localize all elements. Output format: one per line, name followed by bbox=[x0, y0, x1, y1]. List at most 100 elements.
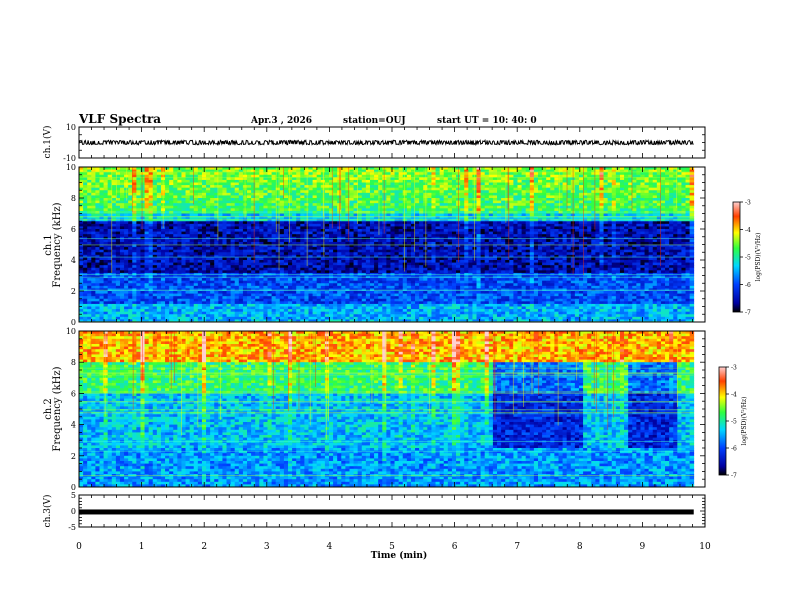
spectrogram-cell bbox=[283, 216, 289, 220]
spectrogram-cell bbox=[234, 265, 240, 269]
spectrogram-cell bbox=[128, 270, 133, 274]
spectrogram-cell bbox=[124, 270, 129, 274]
spectrogram-cell bbox=[152, 234, 158, 238]
spectrogram-cell bbox=[177, 210, 182, 214]
spectrogram-cell bbox=[79, 301, 84, 305]
spectrogram-cell bbox=[349, 195, 354, 199]
spectrogram-cell bbox=[242, 257, 248, 261]
spectrogram-cell bbox=[136, 229, 141, 232]
spectrogram-cell bbox=[271, 270, 277, 274]
spectrogram-cell bbox=[144, 267, 150, 271]
spectrogram-cell bbox=[206, 229, 211, 232]
spectrogram-cell bbox=[201, 187, 207, 191]
spectrogram-cell bbox=[341, 218, 346, 222]
spectrogram-cell bbox=[353, 190, 359, 194]
spectrogram-cell bbox=[210, 265, 215, 269]
spectrogram-cell bbox=[394, 179, 400, 183]
spectrogram-cell bbox=[279, 291, 285, 294]
spectrogram-cell bbox=[95, 200, 100, 204]
spectrogram-cell bbox=[238, 223, 244, 227]
spectrogram-cell bbox=[144, 169, 150, 173]
spectrogram-cell bbox=[160, 293, 166, 297]
spectrogram-cell bbox=[398, 218, 404, 222]
spectrogram-cell bbox=[189, 260, 195, 263]
spectrogram-cell bbox=[103, 262, 109, 266]
spectrogram-cell bbox=[83, 167, 88, 170]
spectrogram-cell bbox=[87, 200, 92, 204]
spectrogram-cell bbox=[365, 177, 371, 181]
spectrogram-cell bbox=[288, 298, 293, 302]
spectrogram-cell bbox=[341, 247, 346, 251]
spectrogram-cell bbox=[234, 283, 240, 287]
spectrogram-cell bbox=[83, 298, 88, 302]
spectrogram-cell bbox=[165, 247, 170, 251]
spectrogram-cell bbox=[406, 218, 412, 222]
spectrogram-cell bbox=[390, 198, 395, 201]
spectrogram-cell bbox=[83, 265, 88, 269]
spectrogram-cell bbox=[255, 210, 260, 214]
spectrogram-cell bbox=[242, 270, 248, 274]
spectrogram-cell bbox=[304, 260, 309, 263]
spectrogram-cell bbox=[378, 285, 383, 289]
spectrogram-cell bbox=[263, 198, 268, 201]
spectrogram-cell bbox=[275, 265, 281, 269]
spectrogram-cell bbox=[103, 285, 109, 289]
spectrogram-cell bbox=[271, 309, 277, 313]
spectrogram-cell bbox=[275, 192, 281, 196]
spectrogram-cell bbox=[169, 198, 174, 201]
spectrogram-cell bbox=[173, 185, 178, 189]
spectrogram-cell bbox=[251, 244, 256, 248]
spectrogram-cell bbox=[107, 254, 113, 258]
spectrogram-cell bbox=[247, 270, 252, 274]
spectrogram-cell bbox=[160, 316, 166, 320]
spectrogram-cell bbox=[83, 270, 88, 274]
spectrogram-cell bbox=[324, 285, 330, 289]
spectrogram-cell bbox=[165, 311, 170, 315]
spectrogram-cell bbox=[83, 296, 88, 300]
spectrogram-cell bbox=[107, 298, 113, 302]
spectrogram-cell bbox=[206, 179, 211, 183]
spectrogram-cell bbox=[115, 241, 121, 245]
spectrogram-cell bbox=[144, 179, 150, 183]
spectrogram-cell bbox=[292, 229, 297, 232]
spectrogram-cell bbox=[324, 319, 330, 323]
spectrogram-cell bbox=[394, 218, 400, 222]
spectrogram-cell bbox=[140, 252, 145, 256]
spectrogram-cell bbox=[144, 172, 150, 176]
spectrogram-cell bbox=[238, 298, 244, 302]
spectrogram-cell bbox=[374, 303, 379, 307]
spectrogram-cell bbox=[95, 270, 100, 274]
spectrogram-cell bbox=[259, 234, 264, 238]
spectrogram-cell bbox=[386, 298, 391, 302]
spectrogram-cell bbox=[357, 221, 363, 225]
spectrogram-cell bbox=[386, 198, 391, 201]
spectrogram-cell bbox=[349, 226, 354, 230]
spectrogram-cell bbox=[369, 187, 375, 191]
spectrogram-cell bbox=[91, 167, 96, 170]
spectrogram-cell bbox=[341, 177, 346, 181]
spectrogram-cell bbox=[390, 208, 395, 212]
spectrogram-cell bbox=[271, 205, 277, 209]
spectrogram-cell bbox=[275, 221, 281, 225]
spectrogram-cell bbox=[169, 239, 174, 243]
spectrogram-cell bbox=[361, 174, 367, 178]
spectrogram-cell bbox=[173, 203, 178, 207]
spectrogram-cell bbox=[193, 179, 199, 183]
spectrogram-cell bbox=[345, 177, 350, 181]
spectrogram-cell bbox=[308, 306, 313, 310]
spectrogram-cell bbox=[226, 316, 232, 320]
spectrogram-cell bbox=[300, 213, 305, 217]
spectrogram-cell bbox=[193, 306, 199, 310]
spectrogram-cell bbox=[296, 182, 301, 186]
spectrogram-cell bbox=[124, 298, 129, 302]
spectrogram-cell bbox=[152, 187, 158, 191]
spectrogram-cell bbox=[275, 303, 281, 307]
spectrogram-cell bbox=[300, 205, 305, 209]
spectrogram-cell bbox=[369, 239, 375, 243]
spectrogram-cell bbox=[189, 169, 195, 173]
spectrogram-cell bbox=[140, 216, 145, 220]
spectrogram-cell bbox=[263, 280, 268, 284]
spectrogram-cell bbox=[328, 247, 334, 251]
spectrogram-cell bbox=[214, 283, 219, 287]
spectrogram-cell bbox=[275, 316, 281, 320]
